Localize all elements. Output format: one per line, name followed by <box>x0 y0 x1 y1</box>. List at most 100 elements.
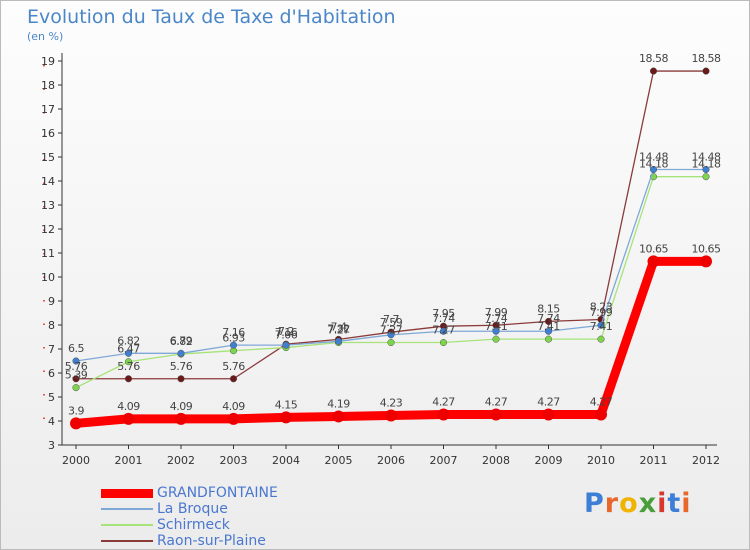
data-label: 7.06 <box>275 329 298 342</box>
data-point <box>122 412 135 425</box>
x-tick-label: 2001 <box>115 454 143 467</box>
data-label: 7.16 <box>275 326 298 339</box>
logo-letter: i <box>681 488 692 519</box>
x-tick-label: 2006 <box>377 454 405 467</box>
data-label: 5.76 <box>117 360 140 373</box>
data-label: 4.09 <box>222 400 245 413</box>
data-point <box>334 337 343 345</box>
legend-swatch <box>101 508 153 510</box>
data-point <box>227 412 240 425</box>
data-label: 4.27 <box>485 396 508 409</box>
chart-legend: GRANDFONTAINE La Broque Schirmeck Raon-s… <box>101 485 278 549</box>
legend-label: GRANDFONTAINE <box>157 485 278 501</box>
data-label: 14.18 <box>692 158 721 171</box>
data-point <box>492 335 500 343</box>
chart-subtitle: (en %) <box>27 30 64 43</box>
logo-letter: r <box>604 488 620 519</box>
data-label: 3.9 <box>68 404 84 417</box>
data-label: 7.32 <box>327 322 350 335</box>
data-point <box>702 165 710 174</box>
data-label: 6.47 <box>117 343 140 356</box>
data-point <box>385 409 397 422</box>
x-tick-label: 2005 <box>325 454 353 467</box>
x-tick-label: 2008 <box>482 454 510 467</box>
data-point <box>229 375 238 383</box>
legend-label: Raon-sur-Plaine <box>157 533 266 549</box>
x-tick-label: 2010 <box>587 454 615 467</box>
y-tick-label: 13 <box>41 199 55 212</box>
y-tick-label: 11 <box>41 247 55 260</box>
data-label: 6.82 <box>170 335 193 348</box>
data-label: 7.41 <box>485 320 508 333</box>
logo-letter: x <box>638 488 658 519</box>
legend-item: Schirmeck <box>101 517 278 533</box>
data-point <box>544 317 553 325</box>
x-tick-label: 2012 <box>692 454 720 467</box>
x-tick-label: 2000 <box>62 454 90 467</box>
series-2 <box>72 173 710 392</box>
data-point <box>439 338 448 347</box>
data-label: 7.74 <box>432 312 455 325</box>
data-label: 10.65 <box>692 242 721 255</box>
data-point <box>70 417 82 430</box>
data-label: 10.65 <box>639 242 668 255</box>
data-point <box>175 412 187 425</box>
data-label: 8.23 <box>590 300 613 313</box>
data-label: 18.58 <box>639 52 668 65</box>
x-tick-label: 2009 <box>535 454 563 467</box>
data-point <box>177 349 185 357</box>
x-tick-label: 2011 <box>640 454 668 467</box>
data-point <box>702 67 710 75</box>
data-label: 7.95 <box>432 307 455 320</box>
series-1 <box>72 165 710 365</box>
legend-swatch <box>101 540 153 542</box>
logo-letter: i <box>657 488 668 519</box>
data-label: 6.79 <box>170 334 193 347</box>
data-point <box>595 408 607 421</box>
series-0 <box>70 255 712 430</box>
data-point <box>124 349 133 357</box>
y-tick-label: 6 <box>48 367 55 380</box>
logo-letter: o <box>619 488 639 519</box>
data-label: 5.39 <box>65 369 88 382</box>
data-label: 7.27 <box>432 324 455 337</box>
data-label: 4.27 <box>432 396 455 409</box>
data-label: 7.99 <box>590 306 613 319</box>
y-tick-label: 3 <box>48 439 55 452</box>
data-point <box>387 338 395 347</box>
y-tick-label: 14 <box>41 175 55 188</box>
data-label: 18.58 <box>692 52 721 65</box>
data-label: 7.4 <box>331 320 347 333</box>
data-label: 7.27 <box>327 324 350 337</box>
y-tick-label: 19 <box>41 55 55 68</box>
y-tick-label: 18 <box>41 79 55 92</box>
data-label: 5.76 <box>65 360 88 373</box>
data-point <box>544 335 553 343</box>
data-label: 6.93 <box>222 332 245 345</box>
legend-swatch <box>101 524 153 526</box>
legend-swatch <box>101 488 153 498</box>
data-point <box>542 408 555 421</box>
x-tick-label: 2004 <box>272 454 300 467</box>
data-point <box>229 341 238 349</box>
x-tick-label: 2003 <box>220 454 248 467</box>
chart-title: Evolution du Taux de Taxe d'Habitation <box>27 6 396 28</box>
data-point <box>544 327 553 335</box>
data-label: 4.27 <box>537 396 560 409</box>
y-tick-label: 8 <box>48 319 55 332</box>
y-tick-label: 5 <box>48 391 55 404</box>
data-label: 4.15 <box>275 398 298 411</box>
legend-label: Schirmeck <box>157 517 230 533</box>
data-point <box>387 331 395 339</box>
data-point <box>597 321 605 329</box>
data-point <box>597 335 605 343</box>
legend-label: La Broque <box>157 501 228 517</box>
data-point <box>439 327 448 335</box>
data-label: 4.23 <box>380 396 403 409</box>
logo-letter: t <box>667 488 682 519</box>
data-label: 7.99 <box>485 306 508 319</box>
data-point <box>280 411 292 424</box>
y-tick-label: 17 <box>41 103 55 116</box>
